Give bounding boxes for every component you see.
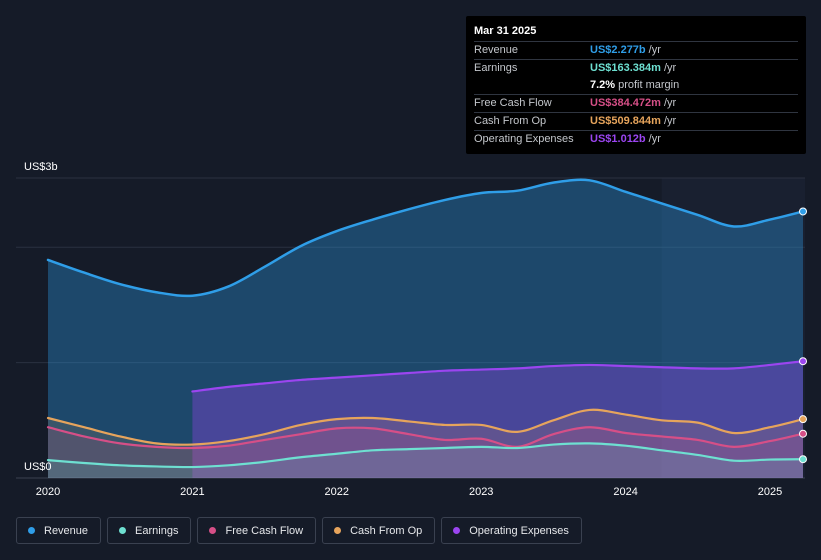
tooltip-unit: profit margin <box>618 79 680 91</box>
x-tick-label: 2021 <box>180 486 204 498</box>
data-tooltip: Mar 31 2025 Revenue US$2.277b /yr Earnin… <box>466 16 806 154</box>
tooltip-label: Cash From Op <box>474 115 547 127</box>
tooltip-date: Mar 31 2025 <box>474 25 537 37</box>
tooltip-row-profit-margin: 7.2% profit margin <box>474 77 798 94</box>
cfo-area <box>48 409 803 478</box>
y-axis-top-label: US$3b <box>24 161 58 173</box>
x-tick-label: 2025 <box>758 486 782 498</box>
legend-item-opex[interactable]: Operating Expenses <box>441 517 582 544</box>
tooltip-label: Free Cash Flow <box>474 97 552 109</box>
revenue-line <box>46 178 805 298</box>
legend-dot-icon <box>119 527 127 534</box>
opex-line <box>191 360 805 393</box>
legend-item-fcf[interactable]: Free Cash Flow <box>197 517 317 544</box>
tooltip-row-cfo: Cash From Op US$509.844m /yr <box>474 112 798 130</box>
tooltip-value: US$2.277b <box>590 44 646 56</box>
cfo-line <box>46 408 805 446</box>
tooltip-unit: /yr <box>663 62 677 74</box>
revenue-end-point <box>799 207 807 216</box>
tooltip-row-revenue: Revenue US$2.277b /yr <box>474 41 798 59</box>
legend-label: Free Cash Flow <box>225 524 304 537</box>
legend-dot-icon <box>334 527 342 534</box>
earnings-line <box>46 442 805 469</box>
tooltip-value: US$1.012b <box>590 133 646 145</box>
earnings-area <box>48 443 803 478</box>
fcf-end-point <box>799 429 807 438</box>
tooltip-unit: /yr <box>648 44 661 56</box>
opex-end-point <box>799 357 807 366</box>
tooltip-unit: /yr <box>663 97 677 109</box>
legend-label: Earnings <box>135 524 179 537</box>
legend-dot-icon <box>453 527 461 534</box>
chart-legend: Revenue Earnings Free Cash Flow Cash Fro… <box>16 517 582 546</box>
tooltip-label <box>474 77 590 94</box>
earnings-end-point <box>799 455 807 464</box>
tooltip-row-earnings: Earnings US$163.384m /yr <box>474 59 798 77</box>
legend-dot-icon <box>28 527 35 534</box>
tooltip-label: Earnings <box>474 62 518 74</box>
x-tick-label: 2022 <box>325 486 349 498</box>
x-tick-label: 2023 <box>469 486 493 498</box>
revenue-area <box>48 179 803 479</box>
legend-dot-icon <box>209 527 217 534</box>
legend-item-cfo[interactable]: Cash From Op <box>322 517 436 544</box>
tooltip-label: Revenue <box>474 44 519 56</box>
fcf-line <box>46 426 805 450</box>
past-data-highlight <box>661 178 805 478</box>
tooltip-row-opex: Operating Expenses US$1.012b /yr <box>474 130 798 148</box>
cfo-end-point <box>799 415 807 424</box>
legend-label: Cash From Op <box>350 524 423 537</box>
legend-label: Operating Expenses <box>469 524 569 537</box>
legend-label: Revenue <box>44 524 89 537</box>
tooltip-unit: /yr <box>663 115 677 127</box>
tooltip-value: 7.2% <box>590 79 616 91</box>
x-tick-label: 2020 <box>36 486 60 498</box>
tooltip-value: US$509.844m <box>590 115 661 127</box>
tooltip-value: US$384.472m <box>590 97 661 109</box>
tooltip-value: US$163.384m <box>590 62 661 74</box>
tooltip-row-fcf: Free Cash Flow US$384.472m /yr <box>474 94 798 112</box>
tooltip-unit: /yr <box>648 133 661 145</box>
legend-item-earnings[interactable]: Earnings <box>107 517 192 544</box>
tooltip-label: Operating Expenses <box>474 133 574 145</box>
legend-item-revenue[interactable]: Revenue <box>16 517 102 544</box>
x-tick-label: 2024 <box>613 486 637 498</box>
y-axis-bottom-label: US$0 <box>24 461 52 473</box>
